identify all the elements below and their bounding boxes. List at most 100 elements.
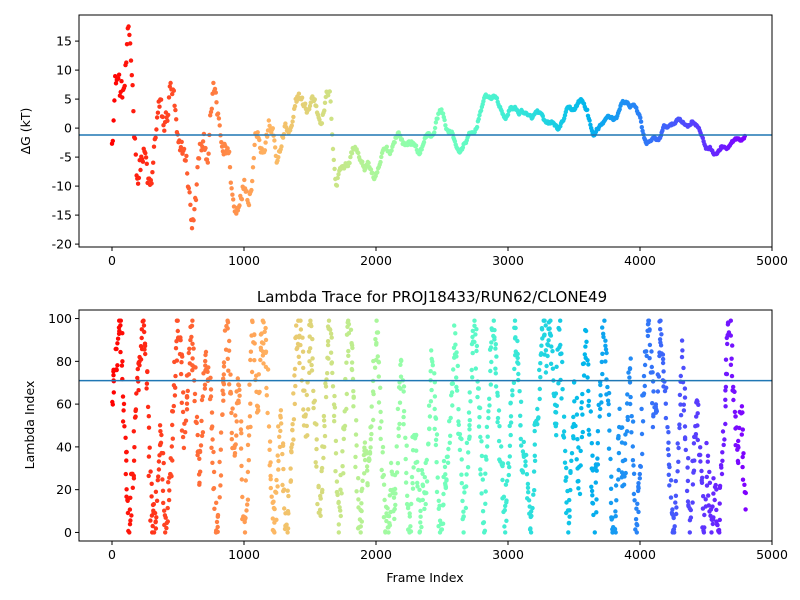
lambda-point [194,414,200,420]
lambda-point [507,464,512,470]
lambda-point [120,331,125,336]
lambda-point [301,365,306,371]
dg-point [208,113,213,118]
lambda-point [581,361,587,366]
lambda-point [372,365,378,370]
lambda-point [574,395,580,401]
lambda-point [276,458,281,464]
lambda-point [292,373,297,378]
lambda-point [154,515,159,520]
lambda-point [289,448,294,454]
dg-point [379,154,384,160]
lambda-point [576,445,581,450]
lambda-point [334,489,340,495]
lambda-point [427,414,433,419]
lambda-point [189,334,194,340]
lambda-point [298,342,303,348]
lambda-point [193,419,198,424]
lambda-point [130,472,135,477]
lambda-point [677,425,682,431]
lambda-point [489,359,494,365]
lambda-point [552,421,558,426]
lambda-point [239,419,244,424]
dg-point [432,130,437,135]
lambda-point [681,365,686,371]
lambda-point [705,453,711,458]
lambda-point [715,522,720,528]
dg-point [440,111,446,116]
lambda-point [470,375,475,380]
lambda-point [199,418,204,424]
lambda-point [575,437,580,442]
dg-point [186,186,191,191]
lambda-point [382,497,387,503]
lambda-point [595,456,600,461]
dg-point [112,98,117,103]
lambda-point [279,421,284,426]
lambda-point [420,483,426,489]
lambda-point [225,318,230,323]
lambda-point [179,400,184,405]
lambda-point [445,460,451,465]
lambda-point [495,419,500,425]
lambda-point [369,431,374,437]
dg-point [130,83,135,88]
lambda-point [197,448,203,454]
lambda-point [293,383,298,389]
lambda-point [608,500,614,506]
lambda-point [489,340,494,345]
lambda-point [630,458,636,463]
lambda-point [410,486,416,491]
dg-point [116,72,122,77]
lambda-point [526,490,531,495]
lambda-point [548,361,554,366]
lambda-point [700,475,705,480]
lambda-point [165,505,170,511]
lambda-point [482,530,487,535]
lambda-point [237,393,242,398]
dg-point [195,165,200,170]
lambda-point [518,436,523,442]
dg-point [212,86,218,92]
dg-point [336,172,341,177]
lambda-point [704,474,709,480]
lambda-point [398,374,404,379]
lambda-point [340,449,345,454]
lambda-point [469,367,474,373]
dg-point [172,103,177,109]
lambda-point [197,456,202,461]
lambda-point [666,430,671,435]
lambda-point [354,418,359,423]
lambda-point [503,482,509,487]
lambda-point [378,385,383,390]
lambda-point [162,508,167,513]
dg-point [185,171,190,176]
lambda-point [467,390,472,395]
lambda-point [666,440,671,445]
dg-point [111,118,116,123]
lambda-point [334,479,340,484]
lambda-point [173,373,178,379]
lambda-point [180,354,185,359]
lambda-point [721,442,726,448]
lambda-point [678,373,683,379]
lambda-point [443,472,448,477]
lambda-point [576,478,581,484]
lambda-point [394,444,399,449]
lambda-point [229,437,234,442]
lambda-point [741,451,746,456]
lambda-point [170,409,176,414]
lambda-point [488,368,493,374]
lambda-point [508,420,514,425]
dg-point [370,170,375,176]
lambda-point [504,518,509,523]
dg-point [128,41,133,46]
lambda-point [658,327,663,332]
y-tick-label: -5 [60,150,72,165]
x-tick-label: 0 [108,547,116,562]
lambda-point [150,502,156,508]
dg-point [189,226,195,231]
lambda-point [594,510,599,515]
dg-point [200,139,206,144]
lambda-point [418,508,423,514]
